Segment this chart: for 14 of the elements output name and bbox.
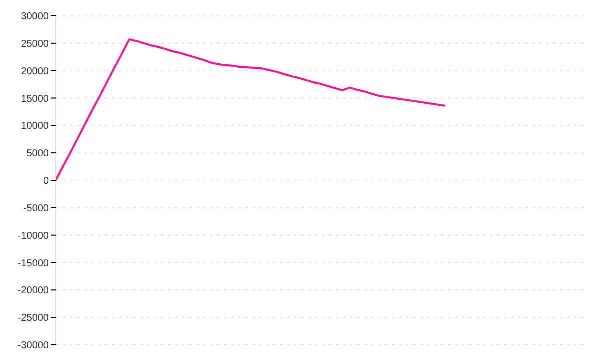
y-tick-label: 10000 xyxy=(21,121,50,132)
y-tick-label: 30000 xyxy=(21,12,50,23)
y-tick-label: 5000 xyxy=(26,148,50,160)
line-series xyxy=(55,38,446,182)
y-tick-label: -25000 xyxy=(18,313,50,324)
y-tick-label: 20000 xyxy=(21,66,50,78)
y-tick-label: -30000 xyxy=(18,340,50,352)
y-tick-label: -20000 xyxy=(18,286,50,297)
y-tick-label: -15000 xyxy=(18,258,50,270)
y-tick-label: 15000 xyxy=(21,94,50,105)
y-tick-label: -5000 xyxy=(23,203,50,214)
y-tick-label: 0 xyxy=(43,176,50,188)
y-tick-label: 25000 xyxy=(21,38,50,50)
y-tick-label: -10000 xyxy=(18,230,50,242)
